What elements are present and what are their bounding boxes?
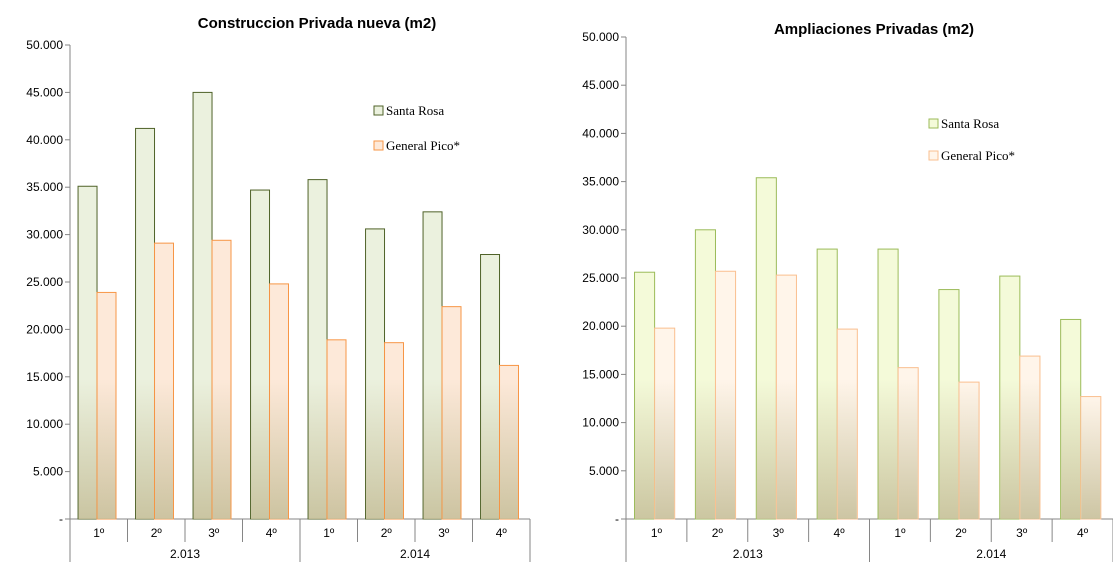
y-tick-label: 25.000 [26, 275, 63, 289]
bar-shading [776, 379, 796, 519]
bar-shading [878, 379, 898, 519]
chart-title: Construccion Privada nueva (m2) [198, 15, 436, 32]
y-tick-label: 5.000 [33, 465, 63, 479]
bar-shading [837, 379, 857, 519]
x-category-label: 1º [93, 526, 105, 540]
bar-shading [193, 379, 212, 519]
bar-shading [136, 379, 155, 519]
y-tick-label: 20.000 [582, 319, 619, 333]
x-group-label: 2.014 [976, 547, 1006, 561]
y-tick-label: 45.000 [582, 78, 619, 92]
bar-shading [423, 379, 442, 519]
legend-label: General Pico* [386, 138, 460, 153]
legend-swatch-general-pico [373, 140, 384, 151]
x-category-label: 2º [381, 526, 393, 540]
chart-2: Ampliaciones Privadas (m2) - 5.000 10.000 15… [582, 21, 1113, 562]
y-tick-label: 10.000 [26, 417, 63, 431]
x-category-label: 3º [1016, 526, 1028, 540]
x-category-label: 3º [773, 526, 785, 540]
y-tick-label: 35.000 [26, 180, 63, 194]
x-category-label: 1º [651, 526, 663, 540]
x-group-label: 2.014 [400, 547, 430, 561]
y-tick-label: 50.000 [582, 30, 619, 44]
x-category-label: 4º [1077, 526, 1089, 540]
chart-1: Construccion Privada nueva (m2) - 5.000 10.… [26, 15, 531, 562]
y-tick-label: 5.000 [589, 464, 619, 478]
x-category-label: 1º [894, 526, 906, 540]
bar-shading [939, 379, 959, 519]
y-tick-label: 15.000 [26, 370, 63, 384]
legend-label: Santa Rosa [386, 103, 444, 118]
y-tick-label: 40.000 [26, 133, 63, 147]
x-category-label: 4º [496, 526, 508, 540]
bar-shading [251, 379, 270, 519]
x-category-label: 4º [834, 526, 846, 540]
legend-label: General Pico* [941, 148, 1015, 163]
bar-shading [695, 379, 715, 519]
x-category-label: 3º [438, 526, 450, 540]
x-category-label: 3º [208, 526, 220, 540]
bar-shading [635, 379, 655, 519]
x-category-label: 4º [266, 526, 278, 540]
y-tick-label: 15.000 [582, 367, 619, 381]
y-tick-label: 25.000 [582, 271, 619, 285]
y-tick-label: - [615, 512, 619, 526]
bar-shading [500, 379, 518, 519]
bar-shading [1020, 379, 1040, 519]
y-tick-label: 10.000 [582, 416, 619, 430]
bar-shading [97, 379, 116, 519]
bar-shading [155, 379, 173, 519]
x-category-label: 2º [151, 526, 163, 540]
chart-title: Ampliaciones Privadas (m2) [774, 21, 974, 38]
bar-shading [898, 379, 918, 519]
legend-label: Santa Rosa [941, 116, 999, 131]
x-category-label: 2º [712, 526, 724, 540]
x-category-label: 2º [955, 526, 967, 540]
y-tick-label: 45.000 [26, 85, 63, 99]
legend-swatch-general-pico [928, 150, 939, 161]
bar-shading [270, 379, 288, 519]
y-tick-label: 30.000 [26, 228, 63, 242]
bar-shading [1081, 396, 1101, 519]
bar-shading [481, 379, 500, 519]
bar-shading [817, 379, 837, 519]
bar-shading [442, 379, 461, 519]
bar-shading [1061, 379, 1081, 519]
bar-shading [308, 379, 327, 519]
bar-shading [327, 379, 346, 519]
bar-shading [385, 379, 403, 519]
bar-shading [212, 379, 231, 519]
bar-shading [959, 382, 979, 519]
bar-shading [756, 379, 776, 519]
y-tick-label: - [59, 512, 63, 526]
x-group-label: 2.013 [170, 547, 200, 561]
y-tick-label: 35.000 [582, 175, 619, 189]
y-tick-label: 40.000 [582, 126, 619, 140]
legend-swatch-santa-rosa [373, 105, 384, 116]
bar-shading [715, 379, 736, 519]
x-group-label: 2.013 [733, 547, 763, 561]
x-category-label: 1º [323, 526, 335, 540]
y-tick-label: 30.000 [582, 223, 619, 237]
bar-shading [366, 379, 385, 519]
bar-shading [1000, 379, 1020, 519]
y-tick-label: 20.000 [26, 322, 63, 336]
legend-swatch-santa-rosa [928, 118, 939, 129]
bar-shading [78, 379, 97, 519]
y-tick-label: 50.000 [26, 38, 63, 52]
bar-shading [655, 379, 675, 519]
